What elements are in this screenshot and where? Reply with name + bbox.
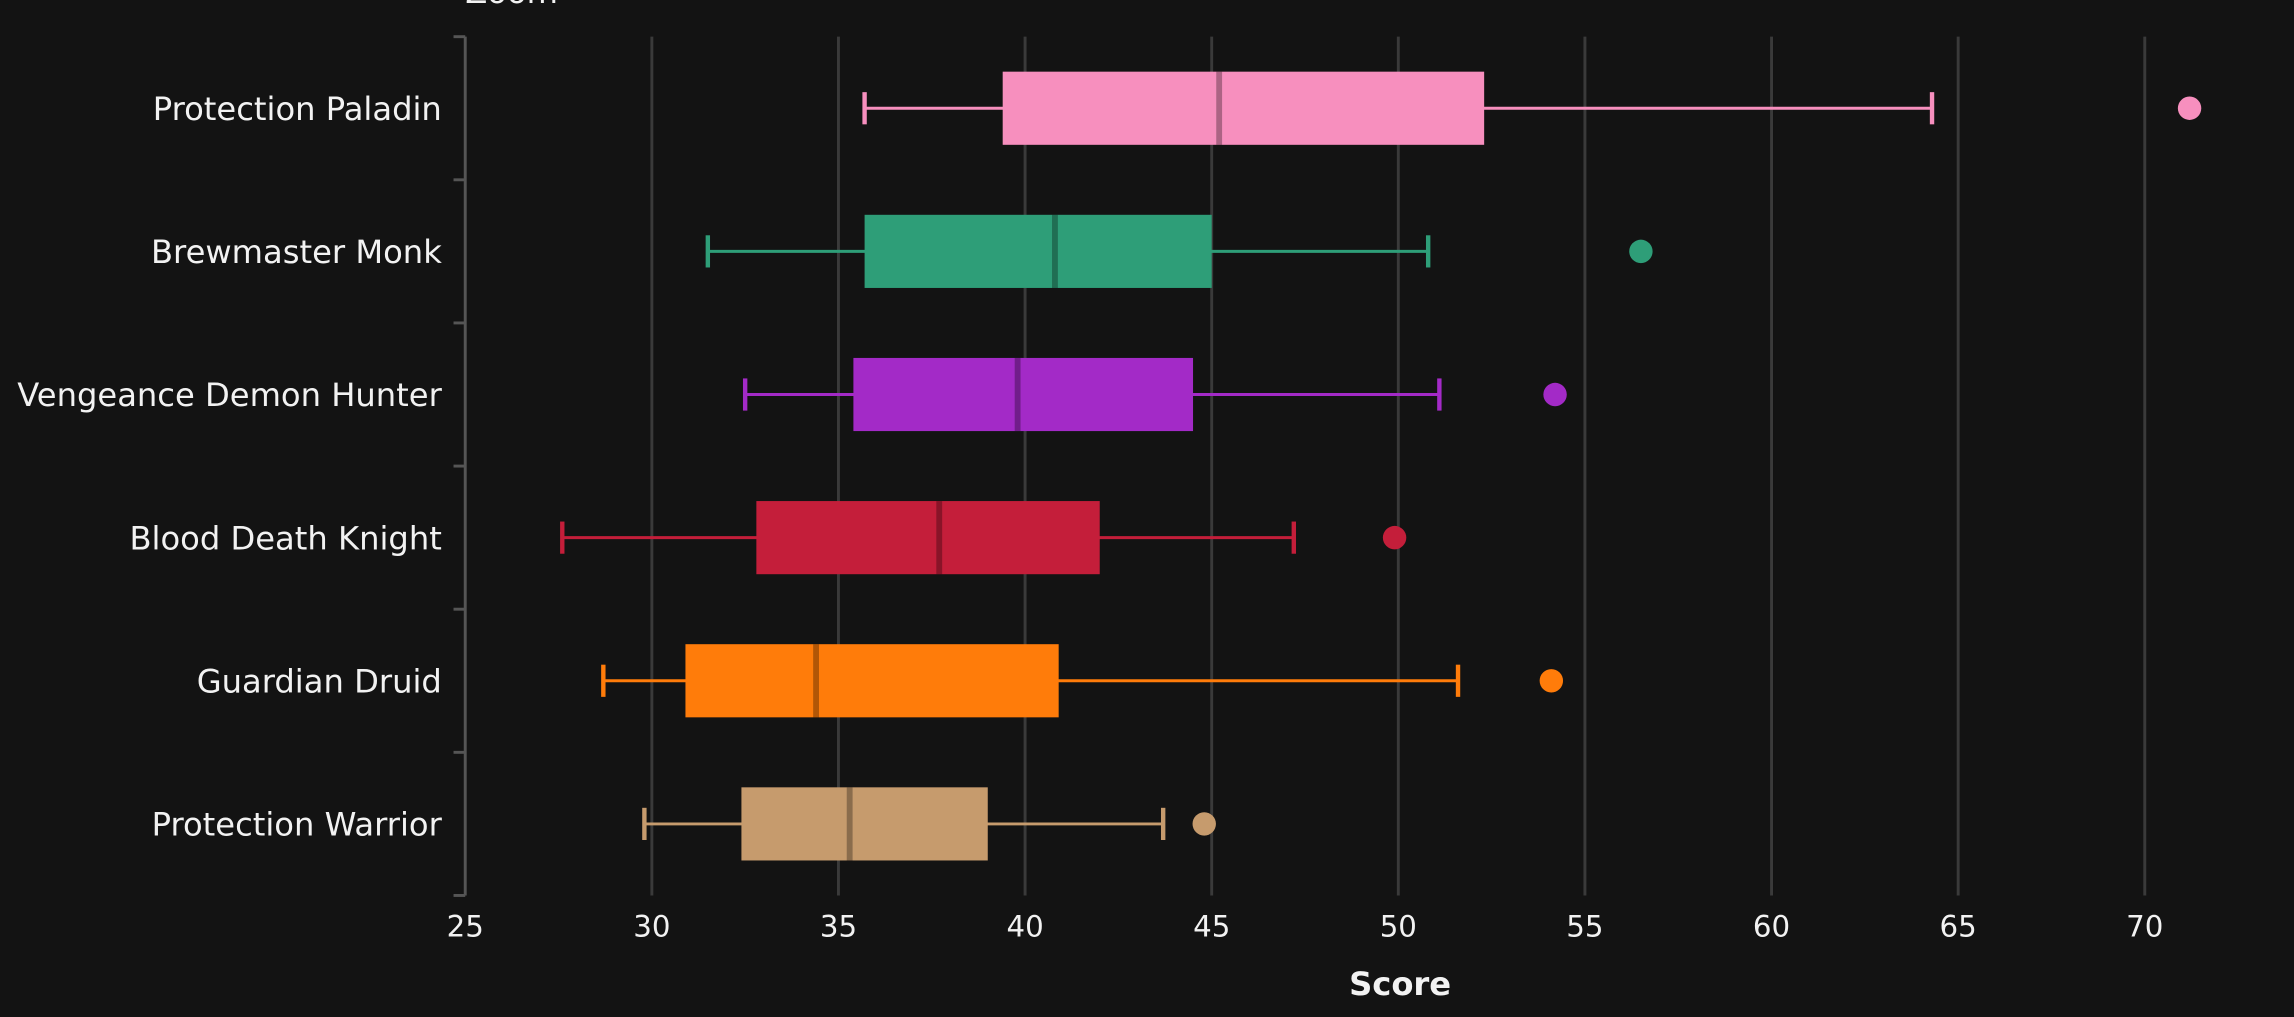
x-tick-label: 70 (2126, 909, 2163, 943)
box (853, 357, 1194, 432)
x-tick-label: 45 (1193, 909, 1230, 943)
x-tick-label: 40 (1006, 909, 1043, 943)
box (741, 787, 988, 861)
box (864, 214, 1212, 288)
y-tick-label: Protection Warrior (152, 806, 443, 844)
x-tick-label: 60 (1753, 909, 1790, 943)
x-tick-label: 35 (820, 909, 857, 943)
x-tick-label: 55 (1566, 909, 1603, 943)
x-tick-label: 65 (1940, 909, 1977, 943)
outlier (1382, 525, 1407, 550)
outlier (1539, 669, 1564, 693)
x-axis-title: Score (1349, 965, 1451, 1003)
y-tick-label: Guardian Druid (197, 662, 442, 700)
box (685, 644, 1059, 718)
outlier (1543, 382, 1567, 407)
outlier (1629, 239, 1653, 264)
y-tick-label: Protection Paladin (153, 90, 442, 128)
outlier (1192, 812, 1216, 836)
box (1002, 71, 1485, 145)
y-tick-label: Brewmaster Monk (151, 233, 442, 271)
zoom-label: Zoom (465, 0, 558, 11)
x-tick-label: 50 (1380, 909, 1417, 943)
y-tick-label: Blood Death Knight (129, 519, 441, 557)
outlier (2177, 96, 2202, 120)
y-tick-label: Vengeance Demon Hunter (17, 376, 442, 414)
x-tick-label: 25 (447, 909, 484, 943)
box (756, 501, 1100, 575)
x-tick-label: 30 (633, 909, 670, 943)
